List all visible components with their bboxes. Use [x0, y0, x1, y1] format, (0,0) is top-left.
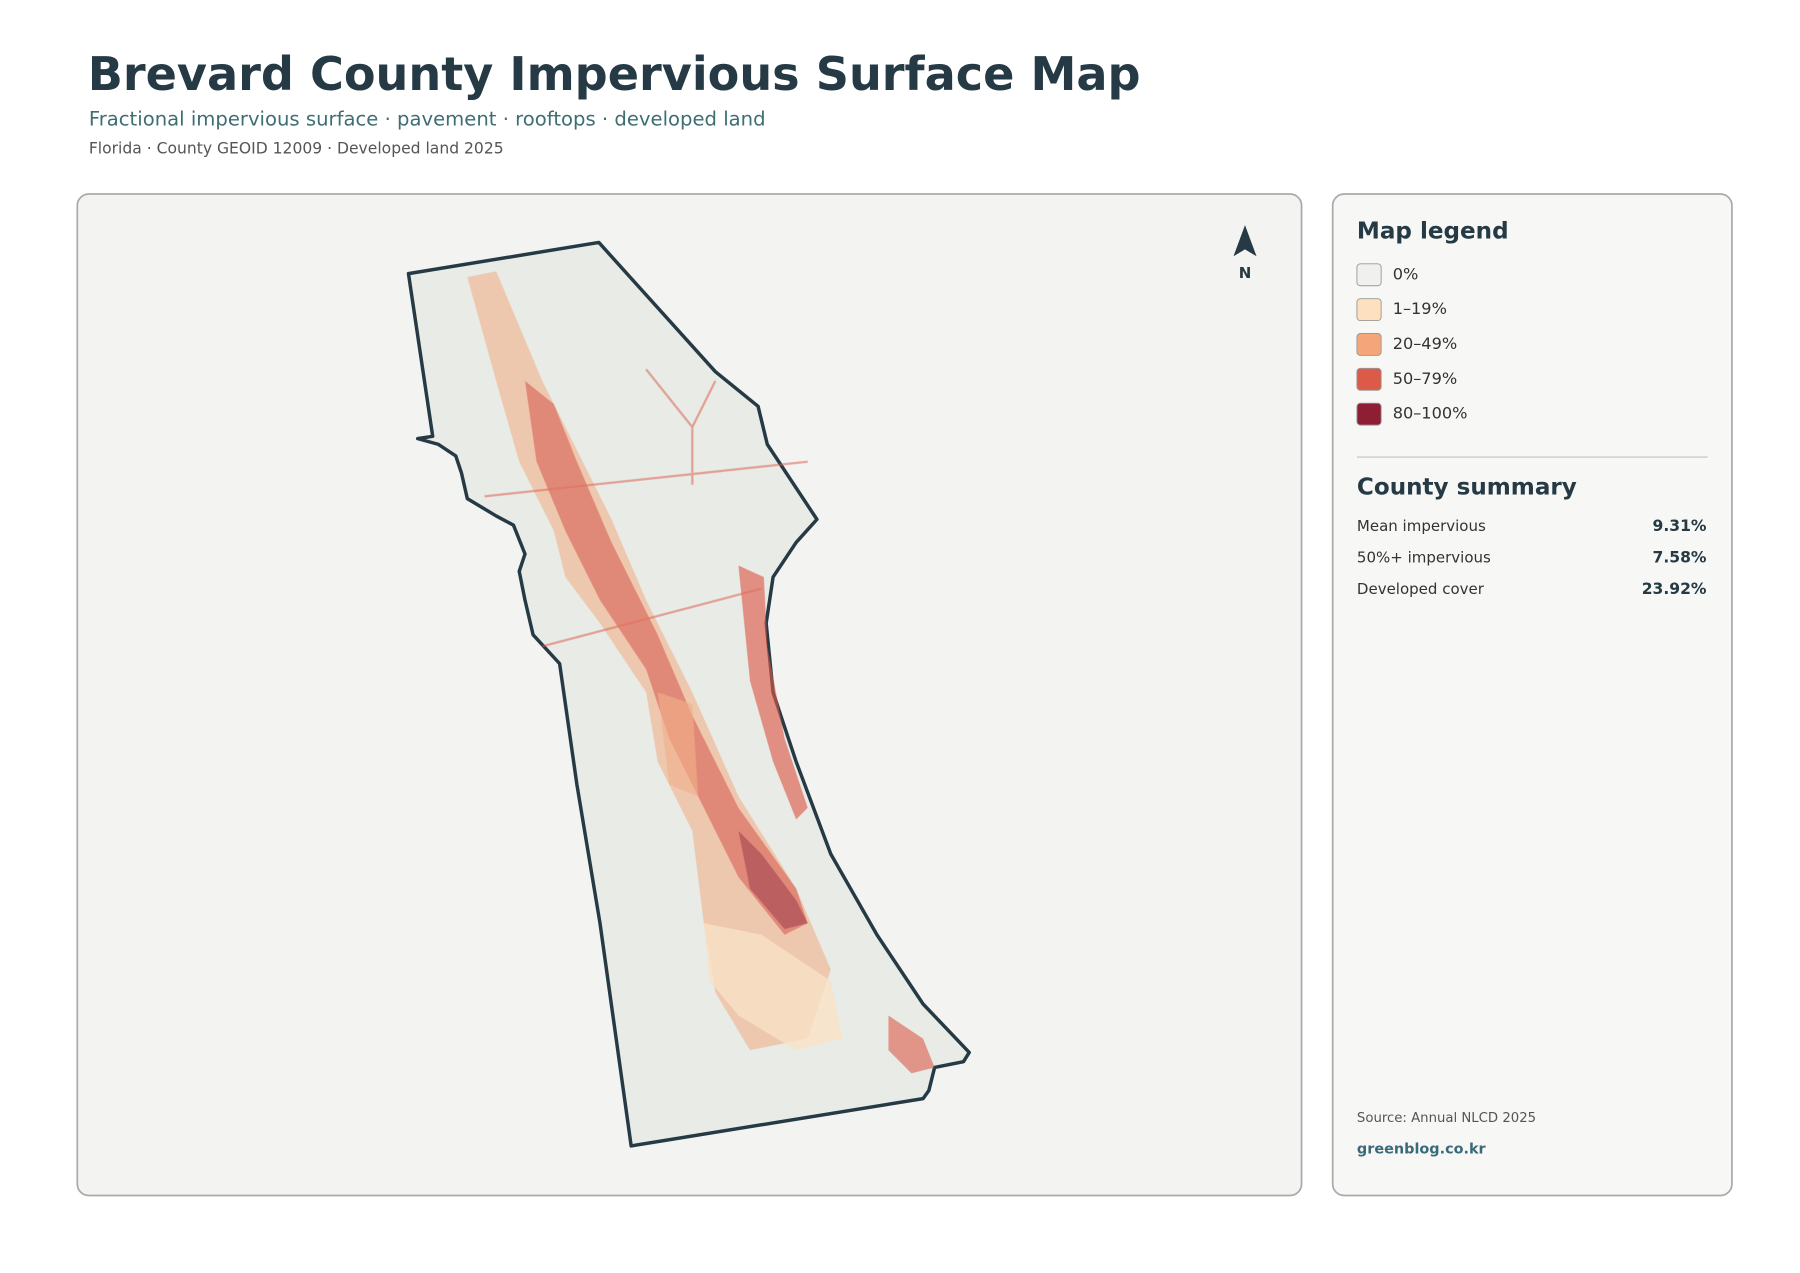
north-arrow [1233, 225, 1257, 257]
legend-label: 0% [1393, 264, 1419, 283]
legend-swatch [1356, 333, 1382, 356]
legend-label: 1–19% [1393, 299, 1447, 318]
legend-title: Map legend [1357, 219, 1509, 245]
legend-label: 80–100% [1393, 404, 1468, 423]
summary-value: 7.58% [1653, 548, 1707, 566]
legend-label: 50–79% [1393, 369, 1457, 388]
legend-swatch [1356, 402, 1382, 426]
county-map [406, 240, 971, 1148]
summary-value: 9.31% [1653, 517, 1707, 535]
impervious-areas [467, 271, 935, 1074]
title: Brevard County Impervious Surface Map [88, 47, 1141, 101]
summary-label: Developed cover [1357, 580, 1485, 598]
legend: 0% 1–19% 20–49% 50–79% 80–100% [1356, 263, 1468, 426]
summary: Mean impervious 9.31% 50%+ impervious 7.58%… [1357, 517, 1707, 598]
legend-label: 20–49% [1393, 334, 1457, 353]
meta: Florida · County GEOID 12009 · Developed… [89, 140, 504, 158]
side-panel [1331, 193, 1733, 1197]
subtitle: Fractional impervious surface · pavement… [89, 108, 766, 131]
north-label: N [1239, 264, 1252, 282]
summary-label: 50%+ impervious [1357, 548, 1491, 566]
legend-swatch [1356, 367, 1382, 391]
summary-value: 23.92% [1642, 580, 1707, 598]
site: greenblog.co.kr [1357, 1141, 1487, 1157]
summary-label: Mean impervious [1357, 517, 1486, 535]
legend-swatch [1356, 263, 1382, 287]
legend-swatch [1356, 298, 1382, 322]
summary-title: County summary [1357, 475, 1577, 501]
source: Source: Annual NLCD 2025 [1357, 1111, 1536, 1126]
